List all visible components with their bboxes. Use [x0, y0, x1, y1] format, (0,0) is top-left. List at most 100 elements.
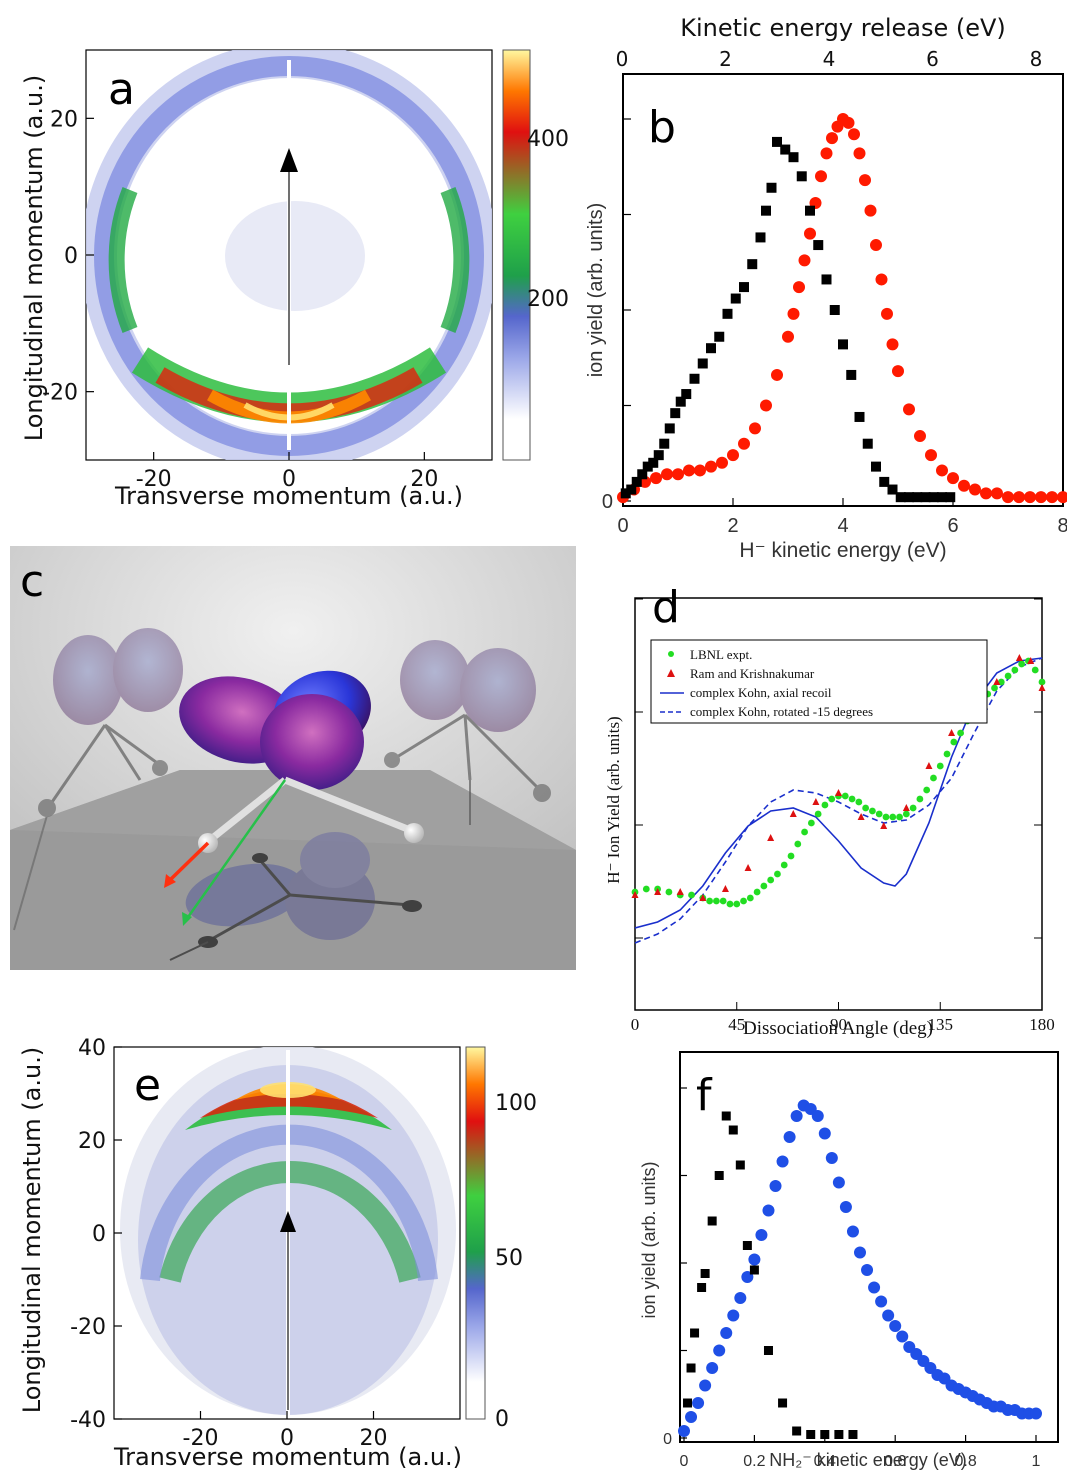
- panel-f-black-point: [820, 1430, 829, 1439]
- panel-b-red-point: [870, 239, 882, 251]
- panel-f-blue-point: [847, 1226, 859, 1238]
- panel-f-black-point: [722, 1112, 731, 1121]
- panel-b-xtick-label: 0: [617, 515, 628, 537]
- panel-b-red-point: [876, 273, 888, 285]
- panel-f-blue-point: [770, 1180, 782, 1192]
- panel-f-black-point: [715, 1171, 724, 1180]
- panel-b-black-point: [871, 462, 881, 472]
- panel-e-cbar-tick: 50: [495, 1246, 523, 1271]
- panel-f-black-point: [778, 1399, 787, 1408]
- panel-b-red-point: [694, 464, 706, 476]
- panel-d-green-point: [930, 775, 937, 782]
- panel-b-black-point: [659, 439, 669, 449]
- panel-b-red-point: [991, 487, 1003, 499]
- panel-f-black-point: [834, 1430, 843, 1439]
- panel-b-red-point: [815, 170, 827, 182]
- legend-entry: complex Kohn, axial recoil: [690, 685, 832, 700]
- panel-e-ytick-label: 0: [92, 1222, 106, 1247]
- panel-d-green-point: [944, 751, 951, 758]
- panel-d-letter: d: [652, 582, 680, 633]
- panel-f-blue-point: [826, 1152, 838, 1164]
- panel-b-black-point: [698, 358, 708, 368]
- panel-f-blue-point: [889, 1320, 901, 1332]
- panel-b-red-point: [881, 308, 893, 320]
- panel-b-red-point: [1046, 491, 1058, 503]
- panel-f: 0 0.2 0.4 0.6 0.8 10 f NH₂⁻ kinetic energy (e…: [639, 1052, 1058, 1470]
- panel-d-xlabel: Dissociation Angle (deg): [743, 1018, 933, 1039]
- panel-d-green-point: [889, 814, 896, 821]
- panel-b-red-point: [865, 205, 877, 217]
- panel-b-red-point: [914, 430, 926, 442]
- panel-d-green-point: [706, 898, 713, 905]
- panel-f-blue-point: [1030, 1408, 1042, 1420]
- panel-b: Kinetic energy release (eV) 02468 0 2 4 6 80…: [585, 14, 1067, 562]
- panel-b-red-point: [892, 365, 904, 377]
- panel-f-blue-point: [777, 1156, 789, 1168]
- panel-d-green-point: [855, 799, 862, 806]
- panel-f-blue-point: [678, 1425, 690, 1437]
- panel-b-red-point: [1002, 491, 1014, 503]
- panel-f-blue-point: [896, 1331, 908, 1343]
- panel-b-red-point: [716, 457, 728, 469]
- panel-d-green-point: [781, 862, 788, 869]
- panel-b-red-point: [821, 147, 833, 159]
- panel-f-black-point: [683, 1399, 692, 1408]
- panel-b-red-point: [1013, 491, 1025, 503]
- panel-d-green-point: [733, 901, 740, 908]
- panel-b-black-point: [855, 412, 865, 422]
- panel-d-green-point: [849, 796, 856, 803]
- panel-d: 0 45 90 135 180 LBNL expt. Ram and Krishnaku…: [604, 582, 1055, 1039]
- panel-d-green-point: [808, 820, 815, 827]
- panel-d-green-point: [991, 685, 998, 692]
- panel-f-blue-point: [875, 1296, 887, 1308]
- panel-b-top-tick-label: 0: [616, 47, 629, 71]
- panel-e-cbar-tick: 0: [495, 1407, 509, 1432]
- panel-b-xlabel: H⁻ kinetic energy (eV): [739, 539, 946, 562]
- panel-b-black-point: [723, 309, 733, 319]
- panel-d-green-point: [957, 730, 964, 737]
- panel-b-black-point: [670, 408, 680, 418]
- panel-d-green-point: [1018, 661, 1025, 668]
- panel-b-black-point: [706, 343, 716, 353]
- panel-b-top-tick-label: 2: [719, 47, 732, 71]
- panel-f-blue-point: [727, 1310, 739, 1322]
- panel-f-blue-point: [791, 1110, 803, 1122]
- panel-d-green-point: [1032, 667, 1039, 674]
- panel-b-ylabel: ion yield (arb. units): [585, 203, 607, 378]
- panel-b-red-point: [947, 472, 959, 484]
- panel-d-green-point: [869, 808, 876, 815]
- panel-d-xtick-label: 0: [631, 1015, 640, 1034]
- panel-b-red-point: [980, 487, 992, 499]
- panel-f-xtick-label: 0.2: [743, 1453, 765, 1470]
- panel-d-green-point: [910, 805, 917, 812]
- panel-b-xtick-label: 6: [947, 515, 958, 537]
- panel-d-green-point: [1011, 667, 1018, 674]
- panel-f-black-point: [806, 1430, 815, 1439]
- panel-b-red-point: [749, 422, 761, 434]
- panel-b-black-point: [731, 294, 741, 304]
- panel-b-red-point: [1024, 491, 1036, 503]
- panel-f-blue-point: [748, 1254, 760, 1266]
- panel-f-black-point: [687, 1364, 696, 1373]
- panel-e-ylabel: Longitudinal momentum (a.u.): [18, 1047, 46, 1413]
- panel-f-xtick-label: 1: [1032, 1453, 1041, 1470]
- panel-d-green-point: [917, 796, 924, 803]
- panel-d-green-point: [883, 814, 890, 821]
- panel-b-top-label: Kinetic energy release (eV): [680, 14, 1006, 42]
- panel-d-green-point: [794, 841, 801, 848]
- panel-f-blue-point: [734, 1292, 746, 1304]
- panel-b-black-point: [654, 450, 664, 460]
- panel-f-blue-point: [868, 1282, 880, 1294]
- panel-f-xlabel: NH₂⁻ kinetic energy (eV): [769, 1450, 967, 1470]
- legend-entry: complex Kohn, rotated -15 degrees: [690, 704, 873, 719]
- panel-d-ylabel: H⁻ Ion Yield (arb. units): [604, 716, 623, 883]
- panel-b-black-point: [805, 206, 815, 216]
- panel-b-xtick-label: 4: [837, 515, 848, 537]
- panel-d-green-point: [767, 877, 774, 884]
- panel-b-red-point: [650, 472, 662, 484]
- panel-f-black-point: [708, 1217, 717, 1226]
- panel-d-green-point: [760, 883, 767, 890]
- panel-a-xlabel: Transverse momentum (a.u.): [114, 482, 463, 510]
- panel-f-black-point: [764, 1346, 773, 1355]
